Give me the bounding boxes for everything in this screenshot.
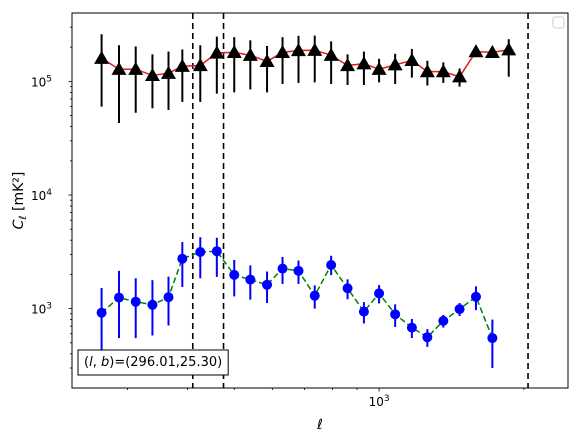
data-point bbox=[147, 299, 158, 310]
data-point bbox=[174, 58, 190, 72]
data-point bbox=[468, 44, 484, 58]
data-point bbox=[242, 47, 258, 61]
data-point bbox=[209, 45, 225, 59]
data-point bbox=[454, 304, 465, 315]
data-point bbox=[163, 292, 174, 303]
data-point bbox=[111, 61, 127, 75]
data-point bbox=[290, 43, 306, 57]
data-point bbox=[342, 283, 353, 294]
series-2-line bbox=[101, 250, 494, 339]
data-point bbox=[130, 296, 141, 307]
data-point bbox=[356, 56, 372, 70]
annotation-text: (l, b)=(296.01,25.30) bbox=[84, 355, 222, 370]
plot-area bbox=[94, 13, 529, 388]
data-point bbox=[470, 291, 481, 302]
data-point bbox=[323, 47, 339, 61]
data-point bbox=[307, 42, 323, 56]
data-point bbox=[259, 53, 275, 68]
x-axis-label: ℓ bbox=[316, 417, 323, 433]
data-point bbox=[229, 269, 240, 280]
data-point bbox=[293, 265, 304, 276]
y-tick-label: 105 bbox=[31, 74, 52, 89]
data-point bbox=[358, 306, 369, 317]
data-point bbox=[195, 246, 206, 257]
data-point bbox=[211, 246, 222, 257]
data-point bbox=[390, 309, 401, 320]
data-point bbox=[245, 274, 256, 285]
data-point bbox=[435, 64, 451, 78]
data-point bbox=[452, 69, 468, 83]
data-point bbox=[144, 67, 160, 81]
data-point bbox=[487, 333, 498, 344]
data-point bbox=[371, 61, 387, 75]
data-point bbox=[406, 322, 417, 333]
x-tick-label: 103 bbox=[369, 394, 390, 409]
data-point bbox=[484, 44, 500, 59]
annotation-box: (l, b)=(296.01,25.30) bbox=[77, 349, 229, 376]
y-tick-label: 104 bbox=[31, 188, 52, 203]
y-tick-label: 103 bbox=[31, 302, 52, 317]
data-point bbox=[374, 288, 385, 299]
data-point bbox=[262, 279, 273, 290]
data-point bbox=[113, 292, 124, 303]
data-point bbox=[160, 65, 176, 79]
axis-ticks: 103 103 104 105 bbox=[31, 26, 525, 409]
data-point bbox=[422, 332, 433, 343]
data-point bbox=[501, 42, 517, 56]
data-point bbox=[275, 44, 291, 59]
data-point bbox=[419, 64, 435, 78]
data-point bbox=[387, 57, 403, 71]
axes-frame bbox=[71, 12, 569, 389]
data-point bbox=[309, 290, 320, 301]
data-point bbox=[96, 307, 107, 318]
data-point bbox=[404, 52, 420, 67]
data-point bbox=[128, 61, 144, 75]
data-point bbox=[177, 253, 188, 264]
data-point bbox=[192, 58, 208, 72]
data-point bbox=[277, 263, 288, 274]
data-point bbox=[94, 50, 110, 64]
data-point bbox=[340, 58, 356, 72]
legend bbox=[552, 16, 565, 29]
data-point bbox=[226, 44, 242, 59]
data-point bbox=[326, 259, 337, 270]
y-axis-label: Cℓ [mK²] bbox=[11, 172, 29, 230]
legend-box bbox=[552, 16, 565, 29]
data-point bbox=[438, 315, 449, 326]
